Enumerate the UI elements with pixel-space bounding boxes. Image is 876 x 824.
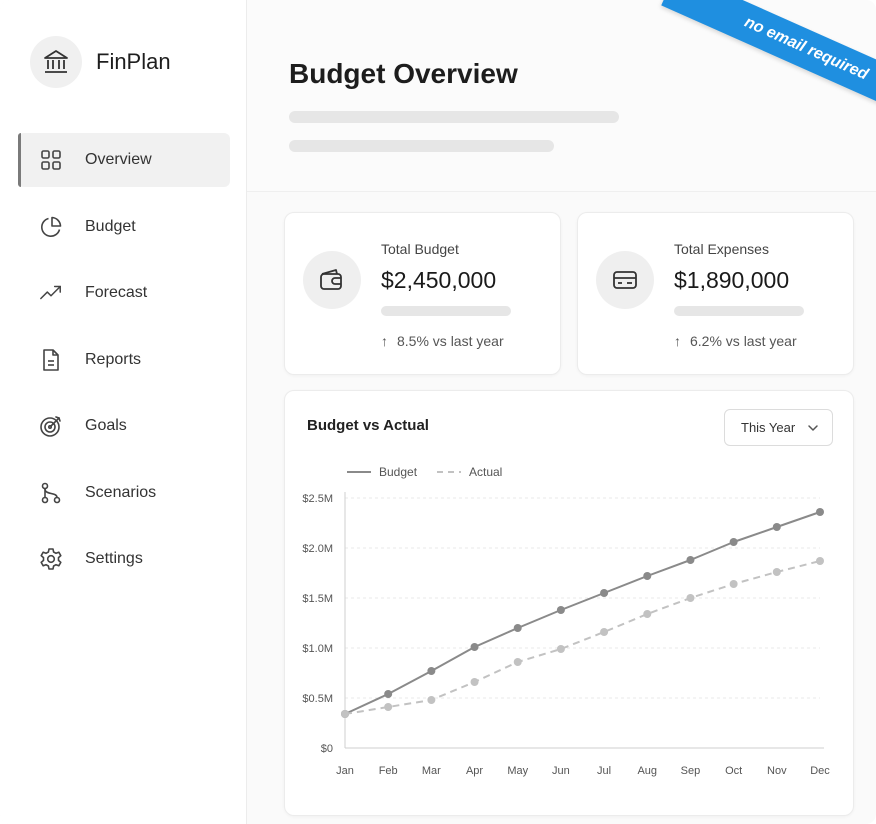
y-tick-label: $0 <box>321 743 333 755</box>
data-point-actual <box>729 580 738 588</box>
legend-label: Actual <box>469 465 502 479</box>
series-line-budget <box>344 511 821 715</box>
brand[interactable]: FinPlan <box>30 36 171 88</box>
data-point-budget <box>384 690 393 698</box>
main-content: Budget Overview Total Budget $2,450,000 … <box>247 0 876 824</box>
x-tick-label: Jun <box>552 765 570 777</box>
branch-icon <box>39 481 63 505</box>
x-tick-label: Dec <box>810 765 830 777</box>
credit-card-icon <box>596 251 654 309</box>
grid-icon <box>39 148 63 172</box>
y-tick-label: $2.0M <box>302 543 333 555</box>
pie-chart-icon <box>39 215 63 239</box>
target-icon <box>39 414 63 438</box>
data-point-actual <box>513 658 522 666</box>
data-point-actual <box>686 594 695 602</box>
sidebar-item-scenarios[interactable]: Scenarios <box>18 466 230 520</box>
sidebar-item-forecast[interactable]: Forecast <box>18 266 230 320</box>
sidebar-item-label: Reports <box>85 350 142 368</box>
sidebar: FinPlan Overview Bud <box>0 0 247 824</box>
data-point-budget <box>600 589 609 597</box>
stat-change-text: 8.5% vs last year <box>397 333 504 349</box>
stat-change: ↑ 8.5% vs last year <box>381 333 504 349</box>
y-tick-label: $1.0M <box>302 643 333 655</box>
range-select-value: This Year <box>741 420 796 435</box>
document-icon <box>39 348 63 372</box>
data-point-budget <box>556 606 565 614</box>
sidebar-item-goals[interactable]: Goals <box>18 399 230 453</box>
page-title: Budget Overview <box>289 58 518 89</box>
stat-change-text: 6.2% vs last year <box>690 333 797 349</box>
sidebar-item-label: Overview <box>85 151 152 168</box>
data-point-actual <box>427 696 436 704</box>
x-tick-label: Feb <box>379 765 398 777</box>
data-point-budget <box>686 556 695 564</box>
stat-placeholder-bar <box>674 306 804 316</box>
sidebar-nav: Overview Budget Forecast <box>18 133 230 599</box>
data-point-actual <box>772 568 781 576</box>
gear-icon <box>39 547 63 571</box>
data-point-budget <box>772 523 781 531</box>
stat-value: $2,450,000 <box>381 267 497 293</box>
wallet-icon <box>303 251 361 309</box>
x-tick-label: Jul <box>597 765 611 777</box>
data-point-actual <box>600 628 609 636</box>
sidebar-item-settings[interactable]: Settings <box>18 532 230 586</box>
series-line-actual <box>344 560 821 715</box>
data-point-actual <box>384 703 393 711</box>
y-tick-label: $2.5M <box>302 493 333 505</box>
app-name: FinPlan <box>96 49 171 74</box>
data-point-budget <box>427 667 436 675</box>
data-point-budget <box>513 624 522 632</box>
stat-value: $1,890,000 <box>674 267 790 293</box>
subtitle-placeholder <box>289 111 619 123</box>
sidebar-item-budget[interactable]: Budget <box>18 200 230 254</box>
stat-label: Total Budget <box>381 241 459 257</box>
data-point-actual <box>341 710 349 718</box>
x-tick-label: May <box>507 765 528 777</box>
sidebar-item-label: Goals <box>85 417 127 434</box>
arrow-up-icon: ↑ <box>674 333 681 349</box>
sidebar-item-label: Budget <box>85 217 136 235</box>
legend-label: Budget <box>379 465 418 479</box>
subtitle-placeholder <box>289 140 554 152</box>
x-tick-label: Jan <box>336 765 354 777</box>
data-point-actual <box>643 610 652 618</box>
x-tick-label: Aug <box>637 765 657 777</box>
chart-card-budget-vs-actual: Budget vs Actual This Year $0 $0.5M $1.0M $… <box>284 390 854 816</box>
data-point-budget <box>816 508 824 516</box>
data-point-budget <box>729 538 738 546</box>
y-tick-label: $1.5M <box>302 593 333 605</box>
sidebar-item-overview[interactable]: Overview <box>18 133 230 187</box>
chevron-down-icon <box>807 421 819 439</box>
sidebar-item-label: Forecast <box>85 284 148 301</box>
x-tick-label: Sep <box>681 765 701 777</box>
stat-card-total-expenses[interactable]: Total Expenses $1,890,000 ↑ 6.2% vs last… <box>577 212 854 375</box>
stat-change: ↑ 6.2% vs last year <box>674 333 797 349</box>
data-point-budget <box>470 643 479 651</box>
range-select[interactable]: This Year <box>724 409 833 446</box>
line-chart: $0 $0.5M $1.0M $1.5M $2.0M $2.5M Jan Feb Mar Apr M… <box>302 465 830 777</box>
stat-placeholder-bar <box>381 306 511 316</box>
data-point-budget <box>643 572 652 580</box>
x-tick-label: Nov <box>767 765 787 777</box>
bank-icon <box>30 36 82 88</box>
sidebar-item-label: Scenarios <box>85 483 157 501</box>
chart-title: Budget vs Actual <box>307 417 429 434</box>
stat-label: Total Expenses <box>674 241 769 257</box>
sidebar-item-label: Settings <box>85 550 143 567</box>
x-tick-label: Oct <box>725 765 742 777</box>
data-point-actual <box>556 645 565 653</box>
stat-card-total-budget[interactable]: Total Budget $2,450,000 ↑ 8.5% vs last y… <box>284 212 561 375</box>
sidebar-item-reports[interactable]: Reports <box>18 333 230 387</box>
data-point-actual <box>470 678 479 686</box>
x-tick-label: Mar <box>422 765 441 777</box>
page-header: Budget Overview <box>247 0 876 192</box>
trend-up-icon <box>39 281 63 305</box>
x-tick-label: Apr <box>466 765 483 777</box>
data-point-actual <box>816 557 824 565</box>
arrow-up-icon: ↑ <box>381 333 388 349</box>
y-tick-label: $0.5M <box>302 693 333 705</box>
